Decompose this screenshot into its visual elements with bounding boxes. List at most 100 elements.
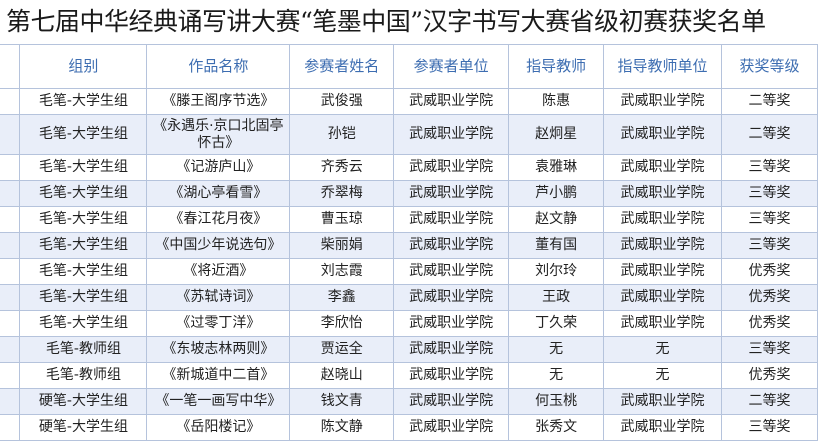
cell-instructor: 王政: [508, 284, 605, 311]
cell-participant-unit: 武威职业学院: [393, 388, 510, 415]
cell-instructor-unit: 武威职业学院: [603, 154, 722, 181]
cell-participant-unit: 武威职业学院: [393, 336, 510, 363]
table-row: 毛笔-大学生组 《过零丁洋》 李欣怡 武威职业学院 丁久荣 武威职业学院 优秀奖: [0, 310, 818, 337]
table-row: 毛笔-教师组 《东坡志林两则》 贾运全 武威职业学院无无三等奖: [0, 336, 818, 363]
cell-group: 毛笔-大学生组: [19, 206, 148, 233]
cell-participant-name: 孙铠: [289, 114, 395, 155]
table-row: 毛笔-大学生组 《滕王阁序节选》 武俊强 武威职业学院 陈惠 武威职业学院 二等奖: [0, 88, 818, 115]
cell-work-title: 《记游庐山》: [146, 154, 291, 181]
row-index-cell: [0, 336, 21, 363]
cell-participant-unit: 武威职业学院: [393, 206, 510, 233]
cell-participant-name: 柴丽娟: [289, 232, 395, 259]
cell-work-title: 《岳阳楼记》: [146, 414, 291, 441]
cell-group: 毛笔-大学生组: [19, 284, 148, 311]
cell-instructor: 无: [508, 362, 605, 389]
cell-participant-unit: 武威职业学院: [393, 284, 510, 311]
row-index-header: [0, 44, 21, 89]
table-row: 毛笔-大学生组 《中国少年说选句》 柴丽娟 武威职业学院 董有国 武威职业学院 三等奖: [0, 232, 818, 259]
cell-award-level: 三等奖: [721, 232, 818, 259]
cell-work-title: 《永遇乐·京口北固亭怀古》: [146, 114, 291, 155]
cell-participant-name: 李欣怡: [289, 310, 395, 337]
cell-award-level: 优秀奖: [721, 310, 818, 337]
row-index-cell: [0, 362, 21, 389]
table-row: 毛笔-大学生组 《永遇乐·京口北固亭怀古》 孙铠 武威职业学院 赵炯星 武威职业学院 二等奖: [0, 114, 818, 155]
cell-participant-name: 赵晓山: [289, 362, 395, 389]
cell-group: 硬笔-大学生组: [19, 388, 148, 415]
cell-instructor-unit: 无: [603, 336, 722, 363]
header-award-level: 获奖等级: [721, 44, 818, 89]
row-index-cell: [0, 284, 21, 311]
row-index-cell: [0, 180, 21, 207]
cell-participant-name: 武俊强: [289, 88, 395, 115]
cell-instructor-unit: 武威职业学院: [603, 232, 722, 259]
cell-instructor: 赵文静: [508, 206, 605, 233]
cell-participant-name: 钱文青: [289, 388, 395, 415]
cell-participant-unit: 武威职业学院: [393, 88, 510, 115]
cell-instructor-unit: 武威职业学院: [603, 206, 722, 233]
cell-participant-unit: 武威职业学院: [393, 114, 510, 155]
cell-work-title: 《中国少年说选句》: [146, 232, 291, 259]
cell-participant-name: 李鑫: [289, 284, 395, 311]
cell-participant-unit: 武威职业学院: [393, 154, 510, 181]
cell-group: 毛笔-大学生组: [19, 310, 148, 337]
cell-award-level: 三等奖: [721, 180, 818, 207]
cell-instructor-unit: 武威职业学院: [603, 258, 722, 285]
cell-award-level: 优秀奖: [721, 284, 818, 311]
cell-instructor-unit: 武威职业学院: [603, 284, 722, 311]
page-title: 第七届中华经典诵写讲大赛“笔墨中国”汉字书写大赛省级初赛获奖名单: [6, 7, 766, 36]
row-index-cell: [0, 154, 21, 181]
cell-group: 毛笔-大学生组: [19, 232, 148, 259]
table-row: 毛笔-大学生组 《湖心亭看雪》 乔翠梅 武威职业学院 芦小鹏 武威职业学院 三等奖: [0, 180, 818, 207]
cell-participant-name: 陈文静: [289, 414, 395, 441]
header-instructor-unit: 指导教师单位: [603, 44, 722, 89]
awards-table: 组别 作品名称 参赛者姓名 参赛者单位 指导教师 指导教师单位 获奖等级 毛笔-…: [0, 44, 818, 441]
cell-work-title: 《苏轼诗词》: [146, 284, 291, 311]
cell-work-title: 《春江花月夜》: [146, 206, 291, 233]
header-work-title: 作品名称: [146, 44, 291, 89]
row-index-cell: [0, 258, 21, 285]
table-row: 毛笔-教师组 《新城道中二首》 赵晓山 武威职业学院无无优秀奖: [0, 362, 818, 389]
header-participant-name: 参赛者姓名: [289, 44, 395, 89]
cell-participant-name: 乔翠梅: [289, 180, 395, 207]
cell-work-title: 《湖心亭看雪》: [146, 180, 291, 207]
cell-group: 硬笔-大学生组: [19, 414, 148, 441]
cell-instructor: 陈惠: [508, 88, 605, 115]
cell-work-title: 《新城道中二首》: [146, 362, 291, 389]
cell-work-title: 《滕王阁序节选》: [146, 88, 291, 115]
header-participant-unit: 参赛者单位: [393, 44, 510, 89]
row-index-cell: [0, 232, 21, 259]
cell-instructor: 袁雅琳: [508, 154, 605, 181]
cell-participant-unit: 武威职业学院: [393, 232, 510, 259]
cell-instructor: 张秀文: [508, 414, 605, 441]
header-group: 组别: [19, 44, 148, 89]
table-row: 毛笔-大学生组 《春江花月夜》 曹玉琼 武威职业学院 赵文静 武威职业学院 三等奖: [0, 206, 818, 233]
cell-award-level: 二等奖: [721, 114, 818, 155]
cell-participant-unit: 武威职业学院: [393, 258, 510, 285]
cell-group: 毛笔-教师组: [19, 336, 148, 363]
cell-instructor-unit: 武威职业学院: [603, 310, 722, 337]
table-row: 毛笔-大学生组 《苏轼诗词》 李鑫 武威职业学院 王政 武威职业学院 优秀奖: [0, 284, 818, 311]
cell-instructor-unit: 武威职业学院: [603, 388, 722, 415]
cell-award-level: 优秀奖: [721, 258, 818, 285]
row-index-cell: [0, 88, 21, 115]
cell-participant-name: 齐秀云: [289, 154, 395, 181]
cell-instructor-unit: 武威职业学院: [603, 180, 722, 207]
table-row: 毛笔-大学生组 《将近酒》 刘志霞 武威职业学院 刘尔玲 武威职业学院 优秀奖: [0, 258, 818, 285]
cell-group: 毛笔-大学生组: [19, 88, 148, 115]
cell-group: 毛笔-大学生组: [19, 114, 148, 155]
cell-participant-name: 曹玉琼: [289, 206, 395, 233]
cell-work-title: 《过零丁洋》: [146, 310, 291, 337]
cell-instructor: 赵炯星: [508, 114, 605, 155]
cell-instructor: 芦小鹏: [508, 180, 605, 207]
row-index-cell: [0, 310, 21, 337]
cell-instructor: 丁久荣: [508, 310, 605, 337]
cell-instructor-unit: 武威职业学院: [603, 88, 722, 115]
cell-group: 毛笔-教师组: [19, 362, 148, 389]
cell-instructor: 董有国: [508, 232, 605, 259]
cell-award-level: 优秀奖: [721, 362, 818, 389]
cell-instructor-unit: 武威职业学院: [603, 114, 722, 155]
cell-instructor: 刘尔玲: [508, 258, 605, 285]
header-instructor: 指导教师: [508, 44, 605, 89]
cell-participant-unit: 武威职业学院: [393, 180, 510, 207]
cell-instructor-unit: 无: [603, 362, 722, 389]
